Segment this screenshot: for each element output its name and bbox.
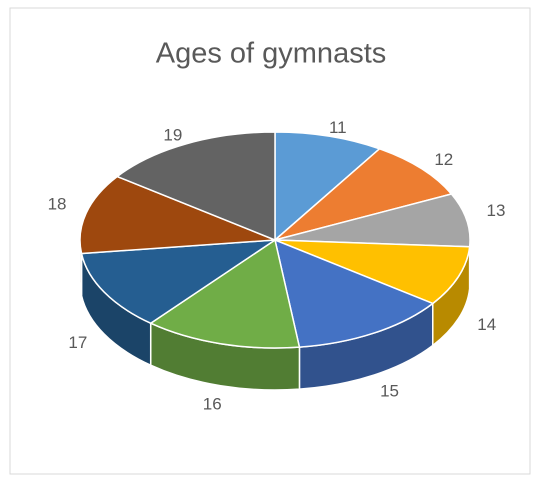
slice xyxy=(274,147,453,241)
slice-label: 16 xyxy=(203,394,222,413)
slice-label: 19 xyxy=(163,125,182,144)
slice-label: 11 xyxy=(329,118,347,137)
slice-label: 15 xyxy=(380,382,399,401)
slice-label: 14 xyxy=(477,315,496,334)
slice xyxy=(273,238,435,348)
slice xyxy=(274,239,471,305)
slice xyxy=(274,193,471,248)
slice-label: 18 xyxy=(48,195,67,214)
slice xyxy=(115,131,276,242)
slice xyxy=(149,238,301,349)
chart-title: Ages of gymnasts xyxy=(156,38,387,70)
slice xyxy=(80,239,278,325)
slice-label: 12 xyxy=(434,150,453,169)
slice xyxy=(79,175,276,255)
slice-label: 17 xyxy=(68,333,87,352)
slice xyxy=(274,131,381,242)
slice-label: 13 xyxy=(487,201,506,220)
